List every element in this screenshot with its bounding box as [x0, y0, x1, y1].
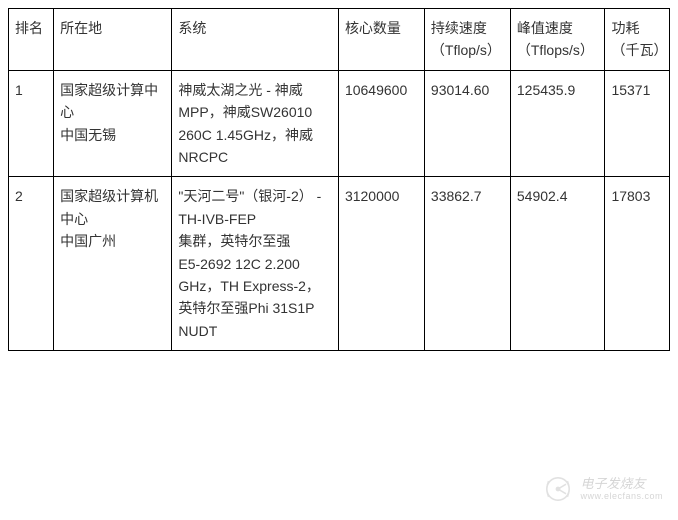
- watermark-main-text: 电子发烧友: [580, 476, 663, 492]
- cell-cores: 10649600: [338, 70, 424, 177]
- cell-sustained: 93014.60: [424, 70, 510, 177]
- watermark-logo-icon: [542, 473, 574, 505]
- header-cores: 核心数量: [338, 9, 424, 71]
- cell-system: "天河二号"（银河-2） - TH-IVB-FEP 集群，英特尔至强 E5-26…: [172, 177, 339, 351]
- header-power: 功耗（千瓦）: [605, 9, 670, 71]
- watermark: 电子发烧友 www.elecfans.com: [542, 473, 663, 505]
- cell-sustained: 33862.7: [424, 177, 510, 351]
- supercomputer-ranking-table: 排名 所在地 系统 核心数量 持续速度（Tflop/s） 峰值速度（Tflops…: [8, 8, 670, 351]
- cell-location: 国家超级计算机中心 中国广州: [54, 177, 172, 351]
- header-system: 系统: [172, 9, 339, 71]
- watermark-text-container: 电子发烧友 www.elecfans.com: [580, 476, 663, 502]
- header-location: 所在地: [54, 9, 172, 71]
- cell-power: 15371: [605, 70, 670, 177]
- cell-rank: 2: [9, 177, 54, 351]
- cell-power: 17803: [605, 177, 670, 351]
- cell-peak: 54902.4: [510, 177, 605, 351]
- cell-cores: 3120000: [338, 177, 424, 351]
- cell-rank: 1: [9, 70, 54, 177]
- cell-location: 国家超级计算中心 中国无锡: [54, 70, 172, 177]
- table-row: 1 国家超级计算中心 中国无锡 神威太湖之光 - 神威MPP，神威SW26010…: [9, 70, 670, 177]
- table-row: 2 国家超级计算机中心 中国广州 "天河二号"（银河-2） - TH-IVB-F…: [9, 177, 670, 351]
- header-rank: 排名: [9, 9, 54, 71]
- watermark-sub-text: www.elecfans.com: [580, 491, 663, 502]
- cell-system: 神威太湖之光 - 神威MPP，神威SW26010 260C 1.45GHz，神威…: [172, 70, 339, 177]
- cell-peak: 125435.9: [510, 70, 605, 177]
- header-sustained: 持续速度（Tflop/s）: [424, 9, 510, 71]
- header-peak: 峰值速度（Tflops/s）: [510, 9, 605, 71]
- table-header-row: 排名 所在地 系统 核心数量 持续速度（Tflop/s） 峰值速度（Tflops…: [9, 9, 670, 71]
